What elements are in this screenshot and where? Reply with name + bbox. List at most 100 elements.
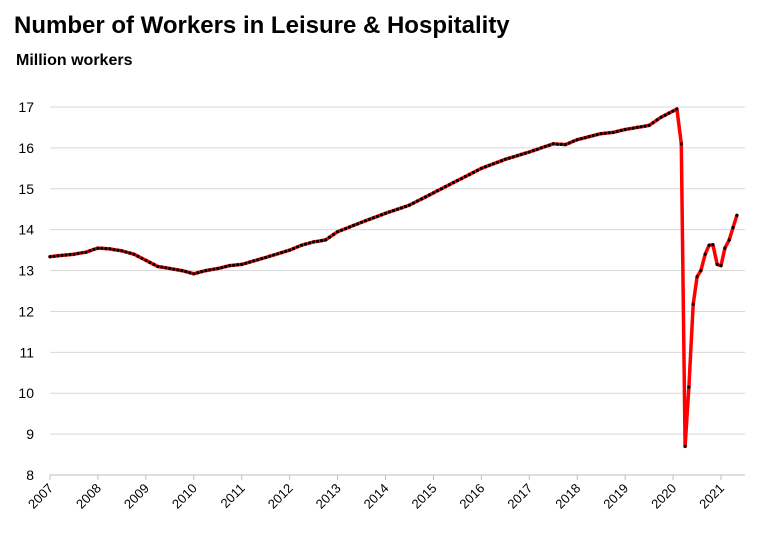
data-point	[356, 222, 360, 226]
data-point	[443, 185, 447, 189]
data-point	[571, 139, 575, 143]
data-point	[403, 204, 408, 209]
data-point	[156, 264, 160, 269]
data-point	[711, 243, 715, 247]
data-point	[703, 252, 707, 256]
y-tick-label: 9	[26, 426, 34, 442]
data-point	[112, 248, 116, 252]
data-point	[575, 138, 579, 142]
gridlines	[50, 106, 745, 476]
data-point	[128, 251, 132, 255]
data-point	[407, 203, 412, 207]
data-point	[723, 246, 727, 250]
data-point	[555, 142, 559, 146]
data-point	[244, 261, 248, 265]
data-point	[236, 263, 240, 267]
data-point	[707, 243, 711, 247]
data-point	[503, 157, 507, 161]
y-tick-label: 10	[18, 385, 34, 401]
data-point	[188, 271, 192, 275]
data-point	[519, 152, 523, 156]
data-point	[447, 183, 451, 187]
data-point	[284, 249, 288, 253]
y-tick-label: 15	[18, 181, 34, 197]
data-point	[252, 259, 256, 263]
data-point	[240, 262, 244, 266]
data-point	[280, 251, 284, 255]
data-point	[671, 109, 675, 113]
data-point	[563, 143, 567, 147]
data-point	[455, 179, 459, 183]
data-point	[531, 149, 535, 153]
data-point	[675, 107, 679, 111]
data-point	[76, 251, 80, 256]
data-point	[383, 211, 388, 215]
data-point	[160, 265, 164, 269]
data-point	[371, 216, 376, 220]
data-point	[379, 213, 384, 217]
data-point	[208, 268, 212, 272]
data-point	[340, 228, 344, 232]
data-point	[84, 250, 88, 254]
data-point	[623, 127, 627, 132]
data-point	[204, 269, 208, 273]
y-tick-label: 13	[18, 263, 34, 279]
data-point	[395, 207, 400, 211]
data-point	[627, 127, 631, 131]
data-point	[567, 141, 571, 145]
data-point	[639, 125, 643, 129]
data-point	[216, 266, 220, 271]
y-tick-label: 11	[19, 344, 34, 360]
data-point	[583, 136, 587, 140]
data-point	[535, 147, 539, 151]
data-point	[667, 111, 671, 115]
data-point	[124, 250, 128, 254]
data-point	[539, 146, 543, 150]
series-line	[48, 107, 739, 449]
data-point	[727, 238, 731, 242]
data-point	[136, 254, 140, 258]
data-point	[615, 129, 619, 133]
data-point	[200, 270, 204, 274]
data-point	[487, 163, 491, 167]
y-tick-label: 17	[18, 99, 34, 115]
data-point	[607, 131, 611, 135]
data-point	[511, 155, 515, 159]
data-point	[523, 151, 527, 155]
data-point	[56, 254, 60, 258]
data-point	[60, 253, 64, 257]
data-point	[348, 225, 352, 229]
data-point	[324, 238, 328, 242]
data-point	[232, 263, 236, 267]
data-point	[96, 246, 100, 250]
data-point	[292, 246, 296, 251]
data-point	[391, 209, 396, 213]
data-point	[483, 165, 487, 169]
data-point	[68, 253, 72, 257]
data-point	[140, 256, 144, 260]
data-point	[491, 162, 495, 166]
data-point	[635, 125, 639, 129]
data-point	[683, 444, 687, 448]
data-point	[344, 227, 348, 231]
x-tick-label: 2019	[600, 481, 631, 512]
data-point	[180, 269, 184, 273]
data-point	[308, 241, 312, 245]
data-point	[451, 181, 455, 185]
data-point	[579, 137, 583, 141]
data-point	[152, 262, 156, 266]
x-tick-label: 2010	[169, 481, 200, 512]
x-tick-label: 2011	[217, 481, 247, 511]
data-point	[172, 267, 176, 271]
data-point	[427, 193, 432, 197]
series-line-layer	[48, 107, 739, 449]
chart-title: Number of Workers in Leisure & Hospitali…	[14, 12, 510, 39]
data-point	[176, 268, 180, 272]
x-tick-label: 2012	[265, 481, 296, 512]
x-tick-label: 2018	[552, 481, 583, 512]
data-point	[475, 168, 479, 172]
data-point	[719, 264, 723, 268]
x-tick-label: 2017	[504, 481, 535, 512]
data-point	[715, 262, 719, 266]
data-point	[196, 271, 200, 275]
